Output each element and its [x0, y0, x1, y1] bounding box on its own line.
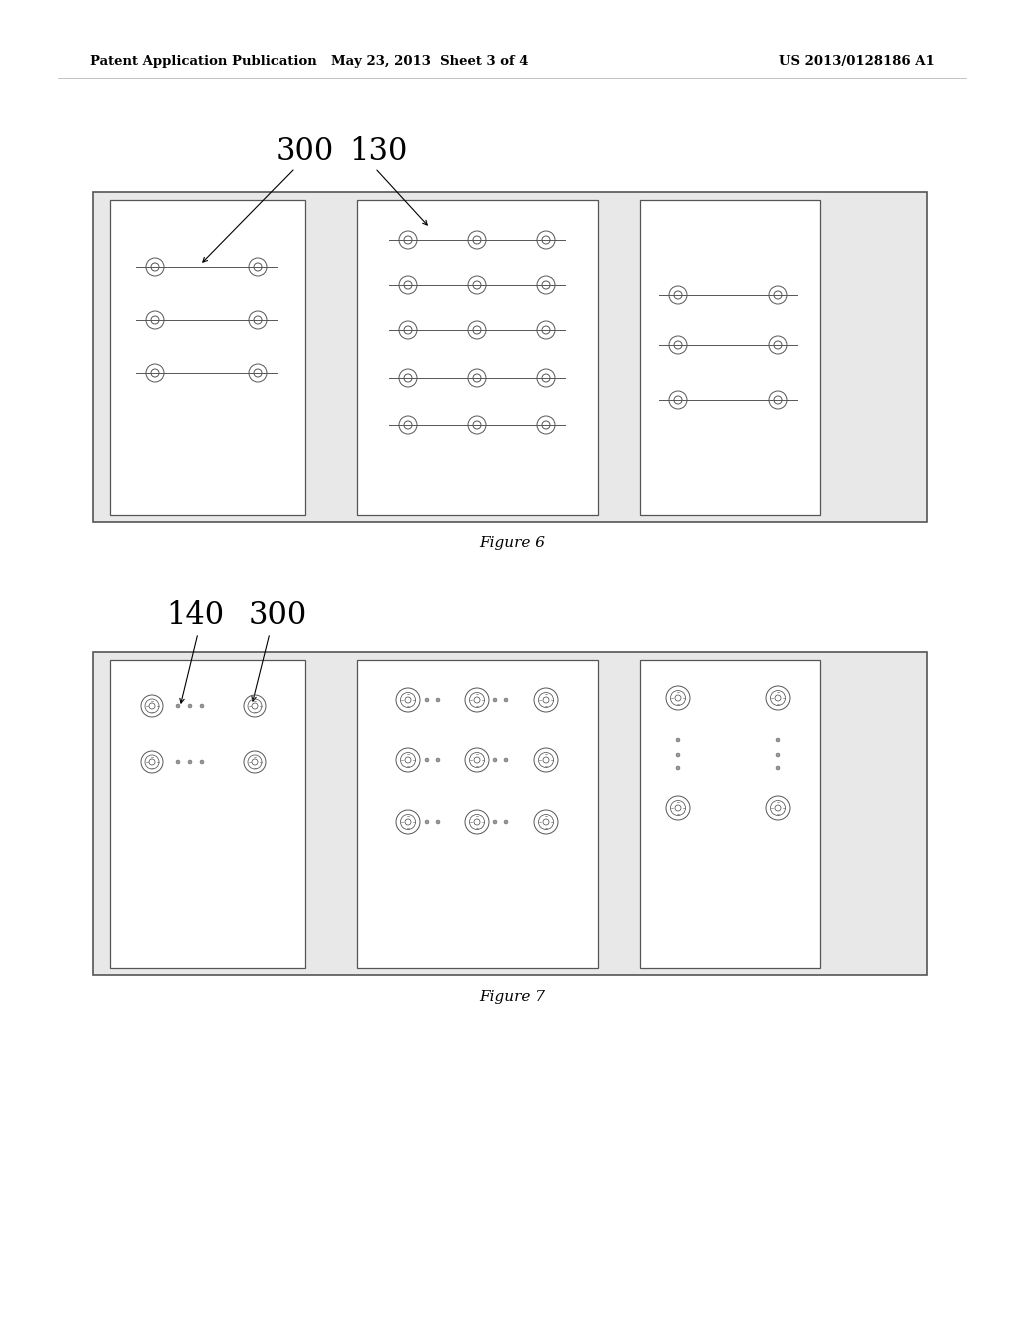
Text: 300: 300 — [275, 136, 334, 168]
Circle shape — [188, 704, 193, 708]
Text: Patent Application Publication: Patent Application Publication — [90, 55, 316, 69]
Bar — [93, 652, 927, 975]
Text: Figure 7: Figure 7 — [479, 990, 545, 1005]
Circle shape — [436, 758, 440, 762]
Circle shape — [504, 698, 508, 702]
Bar — [110, 201, 305, 515]
Circle shape — [776, 766, 780, 770]
Circle shape — [676, 738, 680, 742]
Text: 300: 300 — [249, 599, 307, 631]
Circle shape — [425, 758, 429, 762]
Bar — [357, 660, 598, 968]
Circle shape — [493, 698, 497, 702]
Circle shape — [676, 766, 680, 770]
Circle shape — [776, 752, 780, 756]
Circle shape — [504, 758, 508, 762]
Circle shape — [200, 704, 204, 708]
Circle shape — [493, 758, 497, 762]
Circle shape — [676, 752, 680, 756]
Bar — [93, 191, 927, 521]
Circle shape — [176, 704, 180, 708]
Circle shape — [425, 820, 429, 824]
Circle shape — [436, 698, 440, 702]
Circle shape — [425, 698, 429, 702]
Circle shape — [504, 820, 508, 824]
Text: Figure 6: Figure 6 — [479, 536, 545, 550]
Bar — [357, 201, 598, 515]
Circle shape — [436, 820, 440, 824]
Text: 130: 130 — [349, 136, 408, 168]
Circle shape — [176, 760, 180, 764]
Circle shape — [776, 738, 780, 742]
Circle shape — [493, 820, 497, 824]
Text: US 2013/0128186 A1: US 2013/0128186 A1 — [779, 55, 935, 69]
Circle shape — [200, 760, 204, 764]
Text: 140: 140 — [166, 599, 224, 631]
Bar — [640, 201, 820, 515]
Bar — [640, 660, 820, 968]
Bar — [110, 660, 305, 968]
Text: May 23, 2013  Sheet 3 of 4: May 23, 2013 Sheet 3 of 4 — [331, 55, 528, 69]
Circle shape — [188, 760, 193, 764]
